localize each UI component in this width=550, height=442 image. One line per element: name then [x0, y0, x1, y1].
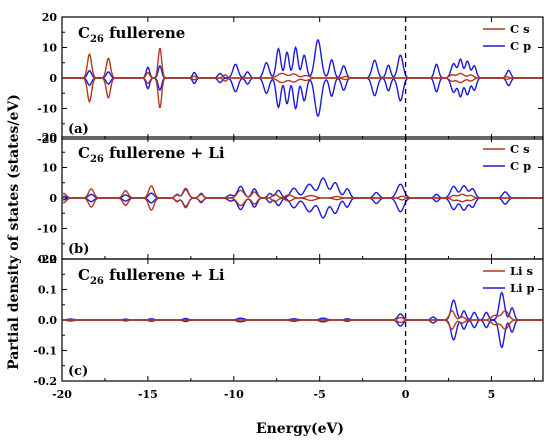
y-axis-label: Partial density of states (states/eV): [6, 94, 22, 370]
y-tick-label: -10: [37, 223, 57, 236]
panel-label: (c): [68, 364, 88, 379]
panel-title: C26 fullerene + Li: [78, 144, 225, 165]
y-tick-label: 0.0: [38, 314, 57, 327]
y-tick-label: 0.1: [38, 284, 57, 297]
series-s-up: [63, 184, 542, 199]
y-tick-label: 0: [49, 192, 57, 205]
series-s-down: [63, 77, 542, 108]
series-p-down: [63, 319, 542, 349]
y-tick-label: 10: [42, 162, 58, 175]
panel-a: -20 -10 0 10 20 C26 fullerene (a) C s C p: [37, 11, 544, 146]
x-tick-label: -10: [224, 388, 244, 401]
x-tick-label: -15: [138, 388, 158, 401]
series-p-up: [63, 39, 542, 79]
panels: -20 -10 0 10 20 C26 fullerene (a) C s C p -20 -10 0…: [33, 11, 544, 401]
y-tick-label: -20: [37, 253, 57, 266]
y-tick-label: 20: [42, 11, 58, 24]
legend-label: Li p: [510, 281, 535, 295]
series-s-down: [63, 197, 542, 212]
x-tick-label: -20: [52, 388, 72, 401]
panel-b: -20 -10 0 10 20 C26 fullerene + Li (b) C s C p: [37, 131, 544, 266]
x-tick-label: -5: [314, 388, 326, 401]
legend-label: C p: [510, 39, 531, 53]
plot-area: [63, 39, 542, 117]
y-tick-label: -20: [37, 133, 57, 146]
x-axis-label: Energy(eV): [256, 421, 344, 437]
series-s-down: [63, 319, 542, 330]
y-tick-label: 0.2: [38, 253, 57, 266]
panel-title: C26 fullerene + Li: [78, 266, 225, 287]
panel-label: (b): [68, 242, 89, 257]
plot-area: [63, 291, 542, 349]
x-tick-label: 0: [402, 388, 410, 401]
y-tick-label: 20: [42, 131, 58, 144]
series-p-up: [63, 291, 542, 321]
y-tick-label: 0: [49, 72, 57, 85]
y-tick-label: 10: [42, 42, 58, 55]
y-tick-label: -0.1: [33, 345, 57, 358]
plot-area: [63, 177, 542, 219]
legend-label: C p: [510, 159, 531, 173]
panel-label: (a): [68, 122, 89, 137]
panel-title: C26 fullerene: [78, 24, 185, 45]
legend-label: C s: [510, 22, 530, 36]
x-tick-label: 5: [488, 388, 496, 401]
y-tick-label: -10: [37, 103, 57, 116]
series-p-down: [63, 77, 542, 117]
y-tick-label: -0.2: [33, 375, 57, 388]
legend-label: Li s: [510, 264, 533, 278]
legend-label: C s: [510, 142, 530, 156]
